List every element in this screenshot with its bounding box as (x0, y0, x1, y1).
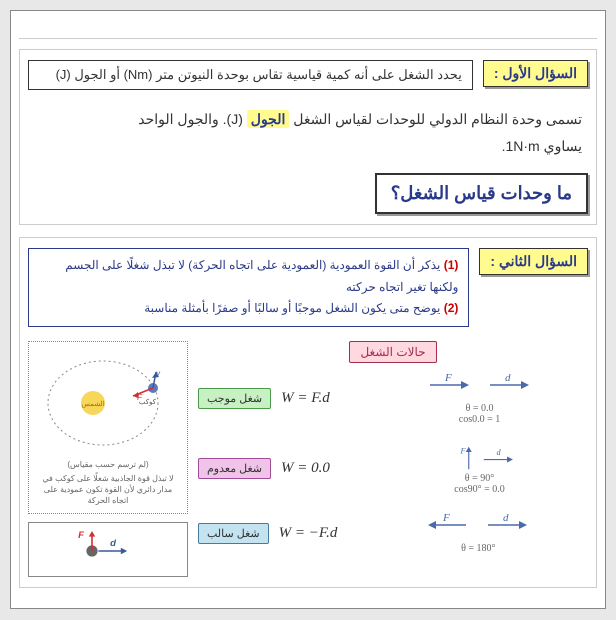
case-arrows: F⃗ d⃗ θ = 90° cos90° = 0.0 (371, 443, 588, 495)
case-arrows: F⃗ d⃗ θ = 180° (369, 513, 588, 554)
text-part-a: تسمى وحدة النظام الدولي للوحدات لقياس ال… (289, 111, 582, 127)
svg-text:d⃗: d⃗ (503, 513, 517, 524)
work-cases-column: حالات الشغل شغل موجب W = F.d F⃗ d⃗ θ = 0… (198, 341, 588, 572)
svg-text:F⃗: F⃗ (444, 373, 460, 384)
svg-text:الشمس: الشمس (81, 400, 104, 408)
question-1-prompt: ما وحدات قياس الشغل؟ (375, 173, 588, 214)
svg-text:F: F (78, 530, 85, 541)
theta-line: θ = 90° (465, 473, 494, 484)
theta-line: θ = 0.0 (466, 403, 494, 414)
text-part-b: (J). والجول الواحد (138, 111, 243, 127)
header-fragment (19, 19, 597, 39)
orbit-caption-1: (لم ترسم حسب مقياس) (35, 460, 181, 469)
cos-line: cos90° = 0.0 (454, 484, 504, 495)
case-equation: W = −F.d (279, 525, 359, 542)
orbit-caption-2: لا تبذل قوة الجاذبية شغلًا على كوكب في م… (35, 473, 181, 507)
case-row-2: شغل سالب W = −F.d F⃗ d⃗ θ = 180° (198, 513, 588, 554)
question-2-label: السؤال الثاني : (479, 248, 588, 275)
svg-text:v: v (156, 369, 161, 378)
svg-text:كوكب: كوكب (139, 398, 157, 406)
case-equation: W = 0.0 (281, 460, 361, 477)
svg-text:F⃗: F⃗ (459, 446, 471, 455)
diagrams-column: الشمس F v كوكب (لم ترسم حسب مقياس) لا تب… (28, 341, 188, 577)
svg-text:F⃗: F⃗ (442, 513, 458, 524)
question-2-section: السؤال الثاني : (1) يذكر أن القوة العمود… (19, 237, 597, 587)
question-1-label: السؤال الأول : (483, 60, 588, 87)
case-tag: شغل معدوم (198, 458, 271, 479)
case-row-1: شغل معدوم W = 0.0 F⃗ d⃗ θ = 90° cos90° =… (198, 443, 588, 495)
svg-text:d: d (110, 538, 117, 549)
point-2-text: يوضح متى يكون الشغل موجبًا أو سالبًا أو … (144, 301, 440, 315)
point-num-2: (2) (444, 301, 459, 315)
work-definition-box: يحدد الشغل على أنه كمية قياسية تقاس بوحد… (28, 60, 473, 90)
point-num-1: (1) (444, 258, 459, 272)
question-2-points: (1) يذكر أن القوة العمودية (العمودية على… (28, 248, 469, 327)
cases-title: حالات الشغل (349, 341, 436, 363)
force-displacement-diagram: F d (28, 522, 188, 577)
svg-text:d⃗: d⃗ (496, 448, 507, 457)
joule-highlight: الجول (247, 110, 290, 128)
case-tag: شغل سالب (198, 523, 269, 544)
case-equation: W = F.d (281, 390, 361, 407)
cos-line: cos0.0 = 1 (459, 414, 500, 425)
case-row-0: شغل موجب W = F.d F⃗ d⃗ θ = 0.0 cos0.0 = … (198, 373, 588, 425)
point-1-text: يذكر أن القوة العمودية (العمودية على اتج… (65, 258, 458, 294)
case-arrows: F⃗ d⃗ θ = 0.0 cos0.0 = 1 (371, 373, 588, 425)
question-1-section: السؤال الأول : يحدد الشغل على أنه كمية ق… (19, 49, 597, 225)
theta-line: θ = 180° (461, 543, 495, 554)
question-1-body: تسمى وحدة النظام الدولي للوحدات لقياس ال… (28, 106, 588, 159)
case-tag: شغل موجب (198, 388, 271, 409)
svg-text:d⃗: d⃗ (505, 373, 519, 384)
text-line-2: يساوي 1N·m. (502, 138, 582, 154)
orbit-diagram: الشمس F v كوكب (لم ترسم حسب مقياس) لا تب… (28, 341, 188, 514)
page: السؤال الأول : يحدد الشغل على أنه كمية ق… (10, 10, 606, 609)
